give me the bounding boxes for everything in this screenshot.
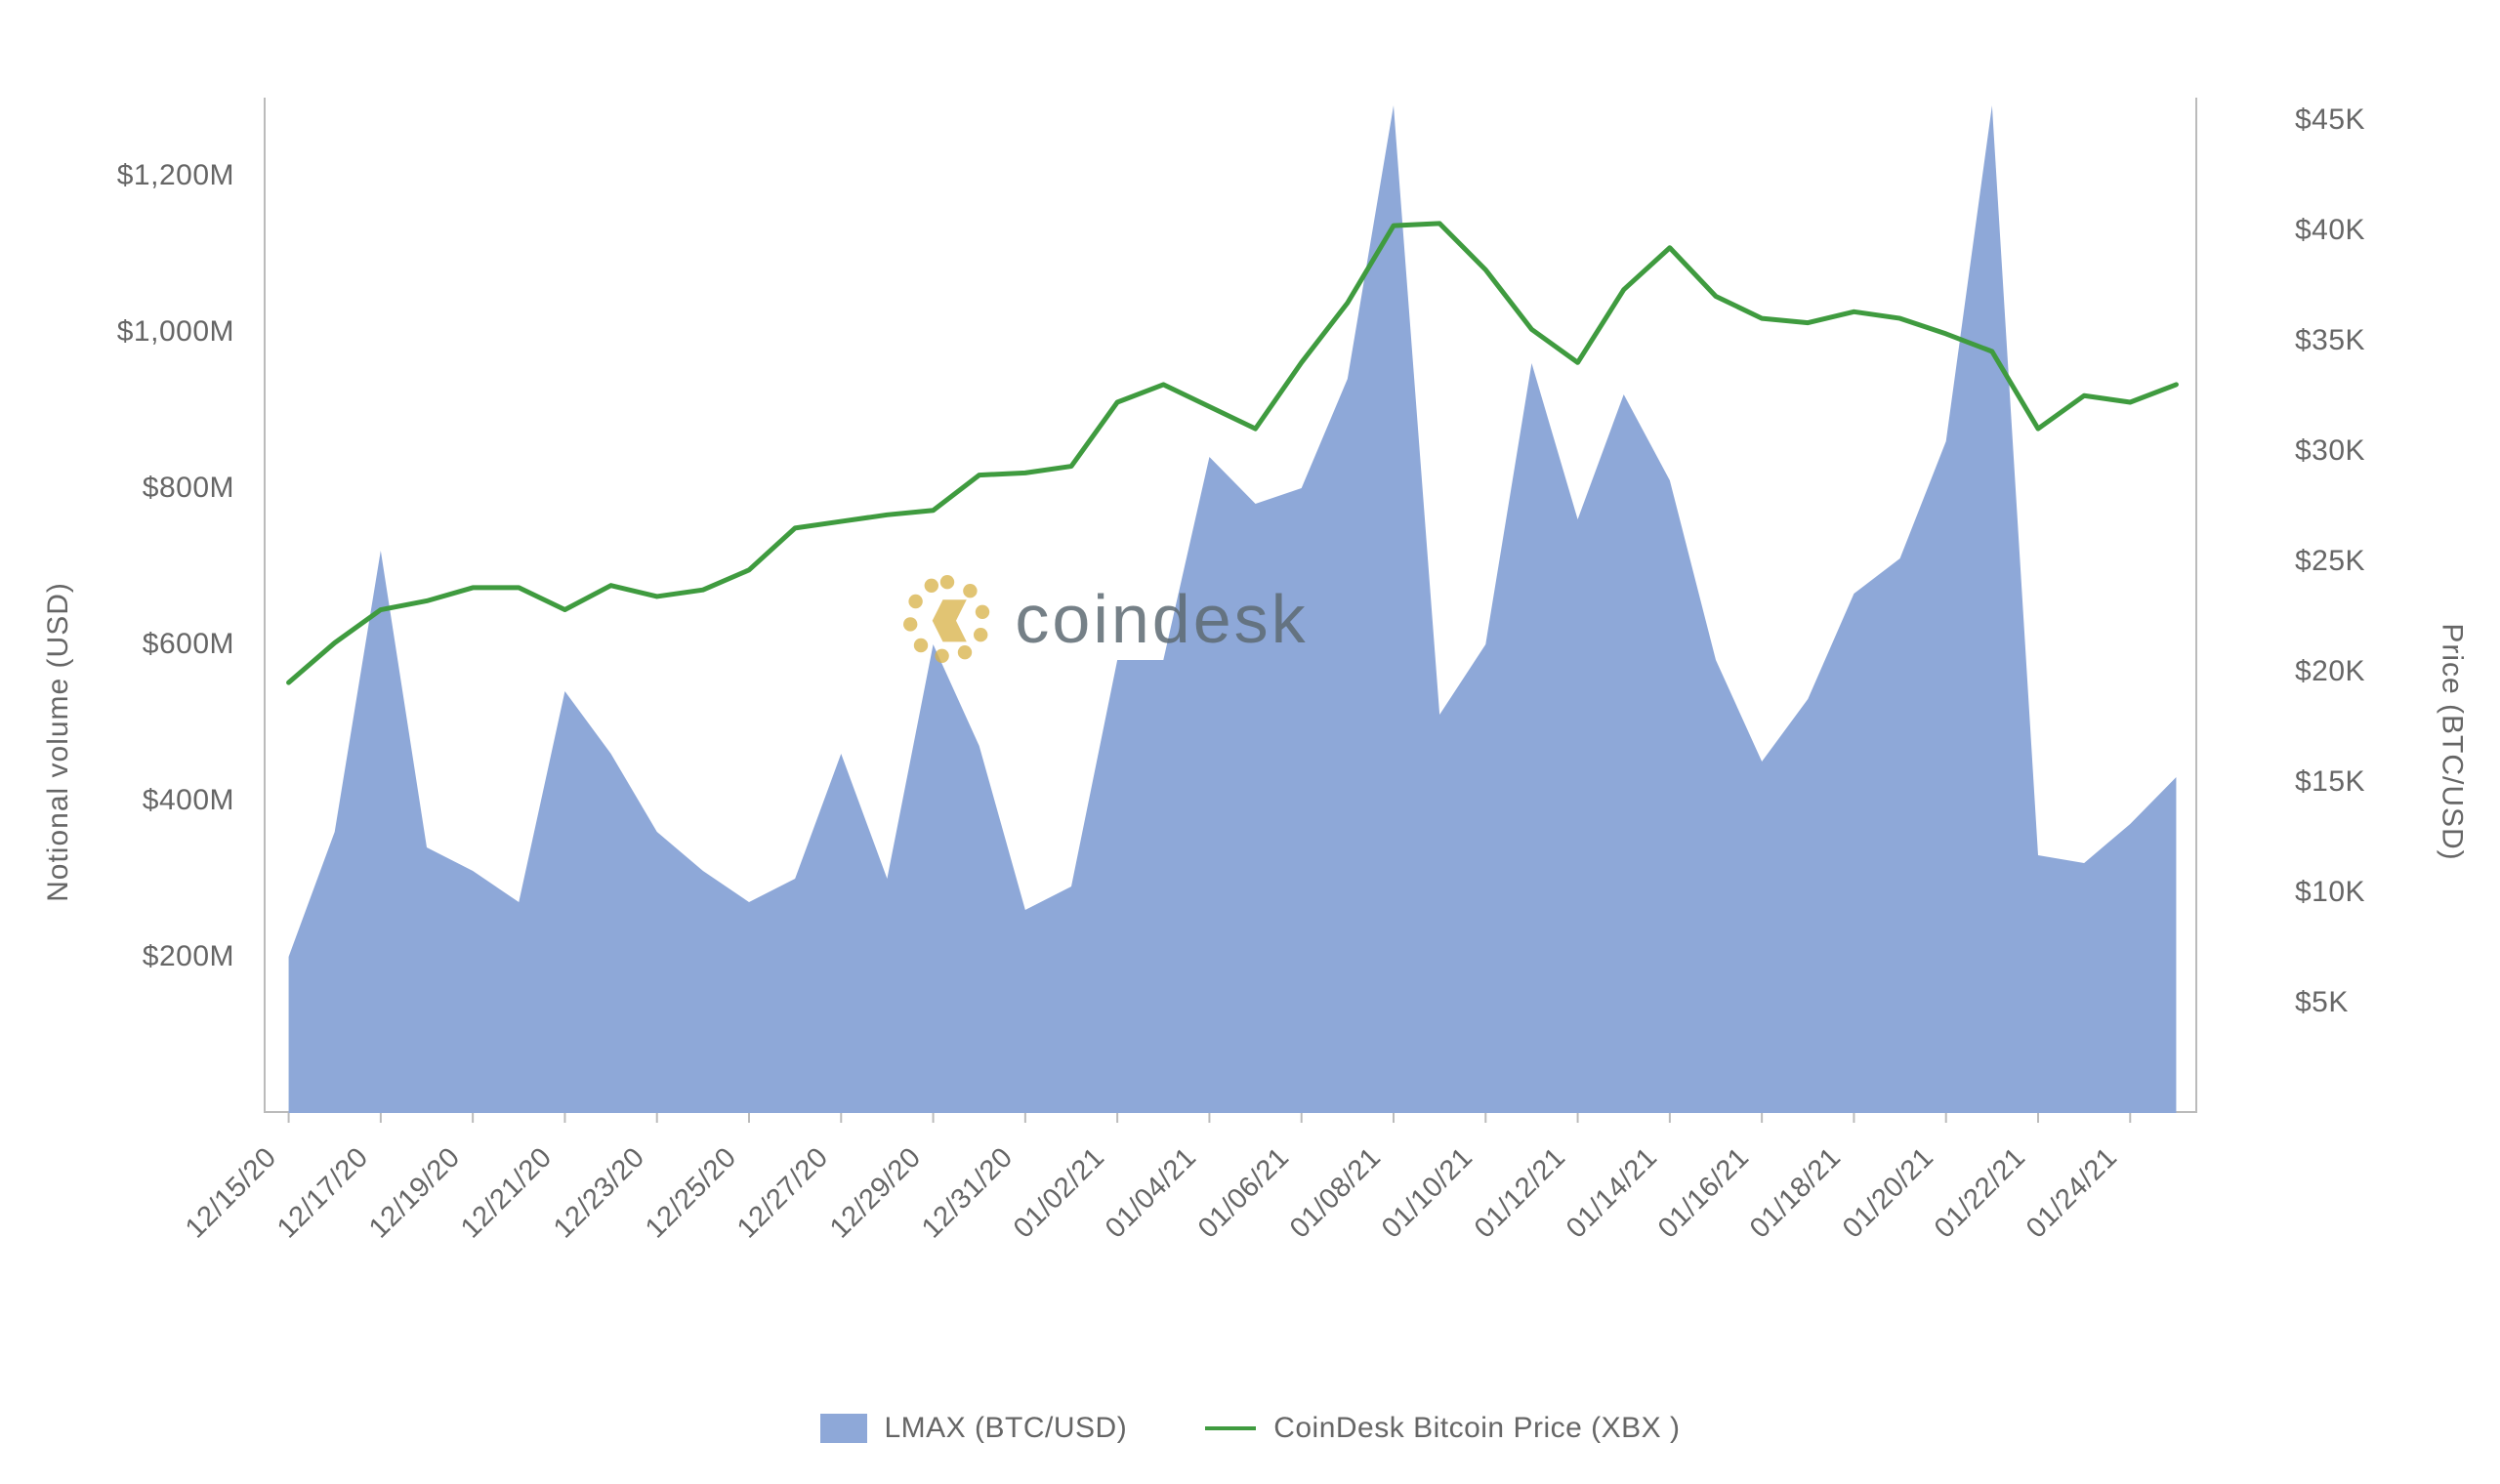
x-tick: 01/16/21 [1652, 1141, 1756, 1245]
legend-swatch-line [1205, 1426, 1256, 1430]
y-tick-left: $200M [107, 940, 234, 973]
legend-item-area: LMAX (BTC/USD) [820, 1412, 1128, 1445]
x-tick: 12/21/20 [455, 1141, 559, 1245]
plot-area: coindesk [264, 98, 2197, 1113]
x-tick: 01/12/21 [1469, 1141, 1572, 1245]
y-tick-left: $600M [107, 628, 234, 661]
y-tick-right: $20K [2295, 655, 2393, 688]
x-tick: 12/31/20 [916, 1141, 1020, 1245]
x-tick: 01/22/21 [1929, 1141, 2032, 1245]
legend-swatch-area [820, 1414, 867, 1443]
chart-container: Notional volume (USD) Price (BTC/USD) [78, 39, 2422, 1445]
x-tick: 01/06/21 [1192, 1141, 1296, 1245]
y-tick-right: $15K [2295, 765, 2393, 799]
legend-item-line: CoinDesk Bitcoin Price (XBX ) [1205, 1412, 1680, 1445]
x-tick: 12/29/20 [824, 1141, 928, 1245]
x-tick: 01/14/21 [1561, 1141, 1664, 1245]
y-tick-right: $10K [2295, 876, 2393, 909]
x-tick: 01/08/21 [1284, 1141, 1388, 1245]
y-tick-left: $1,200M [107, 159, 234, 192]
x-tick: 12/27/20 [731, 1141, 835, 1245]
y-tick-right: $30K [2295, 434, 2393, 468]
x-tick: 01/18/21 [1744, 1141, 1848, 1245]
y-tick-right: $25K [2295, 545, 2393, 578]
y-tick-left: $1,000M [107, 315, 234, 349]
x-tick: 01/04/21 [1100, 1141, 1203, 1245]
x-tick: 01/02/21 [1008, 1141, 1111, 1245]
y-tick-right: $35K [2295, 324, 2393, 357]
legend: LMAX (BTC/USD) CoinDesk Bitcoin Price (X… [78, 1412, 2422, 1445]
y-axis-left-label: Notional volume (USD) [42, 582, 75, 902]
y-tick-right: $40K [2295, 214, 2393, 247]
legend-label-line: CoinDesk Bitcoin Price (XBX ) [1273, 1412, 1680, 1445]
y-tick-left: $400M [107, 784, 234, 817]
legend-label-area: LMAX (BTC/USD) [885, 1412, 1128, 1445]
y-tick-right: $5K [2295, 986, 2393, 1019]
y-tick-right: $45K [2295, 103, 2393, 137]
x-tick: 12/25/20 [640, 1141, 743, 1245]
area-series [289, 105, 2177, 1113]
x-tick: 12/23/20 [548, 1141, 651, 1245]
x-tick: 01/10/21 [1376, 1141, 1479, 1245]
x-tick: 12/17/20 [271, 1141, 375, 1245]
chart-svg [266, 98, 2199, 1113]
y-axis-right-label: Price (BTC/USD) [2435, 623, 2468, 860]
y-tick-left: $800M [107, 472, 234, 505]
x-tick: 12/19/20 [363, 1141, 467, 1245]
x-tick: 01/24/21 [2021, 1141, 2124, 1245]
x-tick: 12/15/20 [180, 1141, 283, 1245]
x-tick: 01/20/21 [1837, 1141, 1940, 1245]
